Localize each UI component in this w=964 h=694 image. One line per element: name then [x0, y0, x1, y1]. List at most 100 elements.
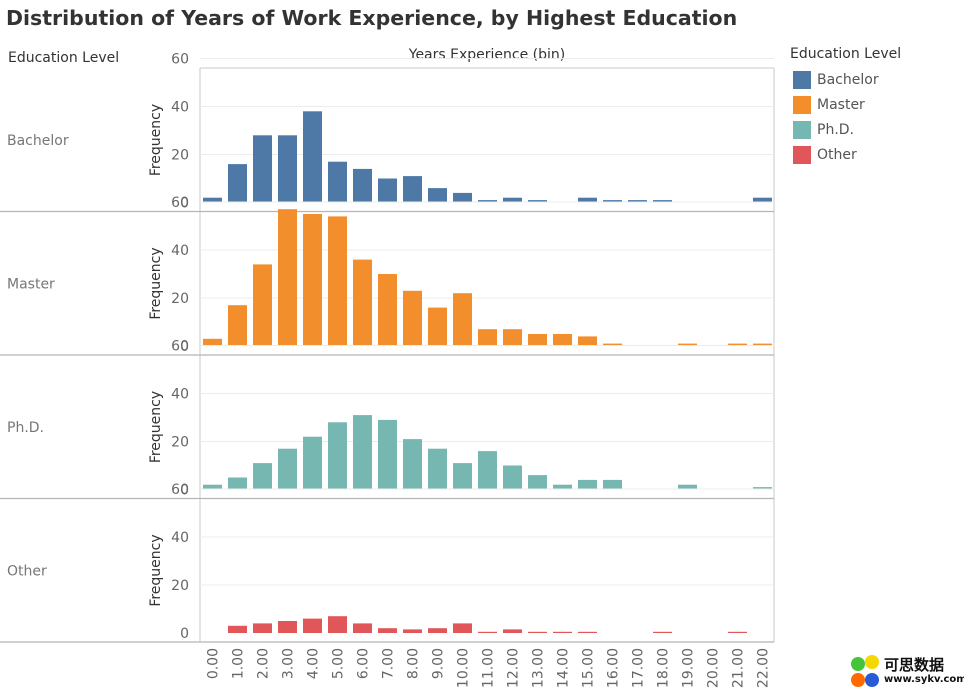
y-tick-label: 20: [171, 148, 189, 164]
bar-bachelor: [303, 111, 322, 203]
legend-item-phd[interactable]: Ph.D.: [790, 117, 901, 142]
bar-master: [528, 334, 547, 346]
bar-master: [578, 336, 597, 346]
legend-label: Ph.D.: [817, 121, 854, 138]
bar-bachelor: [453, 192, 472, 203]
x-tick-label: 16.00: [606, 648, 622, 688]
bar-ph-d: [203, 484, 222, 490]
bar-master: [378, 274, 397, 346]
bar-bachelor: [503, 197, 522, 203]
x-tick-label: 21.00: [731, 648, 747, 688]
bar-other: [328, 616, 347, 633]
bar-other: [428, 628, 447, 633]
bar-ph-d: [553, 484, 572, 490]
bar-master: [278, 209, 297, 346]
x-tick-label: 2.00: [256, 648, 272, 679]
watermark-url: www.sykv.com: [884, 674, 964, 685]
y-tick-label: 0: [180, 339, 189, 355]
legend-title: Education Level: [790, 46, 902, 62]
bar-master: [403, 290, 422, 346]
legend-swatch: [793, 120, 811, 139]
bar-other: [303, 618, 322, 633]
legend-item-other[interactable]: Other: [790, 142, 901, 167]
row-label-ph-d: Ph.D.: [7, 420, 44, 436]
bar-bachelor: [478, 200, 497, 203]
bar-ph-d: [353, 415, 372, 490]
bar-bachelor: [403, 176, 422, 203]
bar-other: [478, 631, 497, 633]
legend-label: Bachelor: [817, 71, 879, 88]
legend-label: Master: [817, 96, 865, 113]
x-tick-label: 11.00: [481, 648, 497, 688]
bar-master: [428, 307, 447, 346]
x-tick-label: 0.00: [206, 648, 222, 679]
row-label-other: Other: [7, 564, 47, 580]
bar-master: [478, 329, 497, 346]
y-tick-label: 20: [171, 578, 189, 594]
bar-bachelor: [353, 168, 372, 203]
bar-ph-d: [528, 475, 547, 490]
bar-master: [203, 338, 222, 346]
bar-other: [403, 629, 422, 633]
y-tick-label: 0: [180, 196, 189, 212]
bar-ph-d: [428, 448, 447, 490]
bar-bachelor: [628, 200, 647, 203]
y-tick-label: 40: [171, 530, 189, 546]
x-tick-label: 10.00: [456, 648, 472, 688]
x-tick-label: 19.00: [681, 648, 697, 688]
bar-master: [228, 305, 247, 346]
bar-master: [603, 343, 622, 346]
bar-bachelor: [378, 178, 397, 203]
legend-item-bachelor[interactable]: Bachelor: [790, 67, 901, 92]
bar-ph-d: [253, 463, 272, 490]
x-tick-label: 15.00: [581, 648, 597, 688]
bar-other: [378, 628, 397, 633]
y-axis-title: Frequency: [148, 247, 164, 319]
bar-other: [528, 631, 547, 633]
bar-master: [328, 216, 347, 346]
bar-ph-d: [678, 484, 697, 490]
chart-title: Distribution of Years of Work Experience…: [6, 6, 738, 30]
legend-label: Other: [817, 146, 857, 163]
x-tick-label: 9.00: [431, 648, 447, 679]
y-axis-title: Frequency: [148, 391, 164, 463]
bar-ph-d: [303, 436, 322, 490]
bar-ph-d: [753, 487, 772, 490]
y-tick-label: 40: [171, 387, 189, 403]
bar-master: [253, 264, 272, 346]
x-tick-label: 14.00: [556, 648, 572, 688]
y-axis-title: Frequency: [148, 104, 164, 176]
bar-bachelor: [228, 164, 247, 203]
x-tick-label: 22.00: [756, 648, 772, 688]
y-tick-label: 60: [171, 52, 189, 68]
bar-bachelor: [203, 197, 222, 203]
y-tick-label: 40: [171, 243, 189, 259]
y-tick-label: 40: [171, 100, 189, 116]
row-label-master: Master: [7, 277, 55, 293]
legend-item-master[interactable]: Master: [790, 92, 901, 117]
bar-other: [553, 631, 572, 633]
bar-bachelor: [253, 135, 272, 203]
bar-ph-d: [478, 451, 497, 490]
y-tick-label: 20: [171, 291, 189, 307]
bar-other: [728, 631, 747, 633]
bar-bachelor: [528, 200, 547, 203]
x-tick-label: 8.00: [406, 648, 422, 679]
bar-other: [578, 631, 597, 633]
bar-ph-d: [278, 448, 297, 490]
bar-ph-d: [453, 463, 472, 490]
bar-ph-d: [578, 479, 597, 490]
bar-bachelor: [753, 197, 772, 203]
legend-swatch: [793, 145, 811, 164]
watermark-logo: 可思数据 www.sykv.com: [848, 652, 964, 692]
watermark-logo-icon: [851, 655, 879, 687]
x-tick-label: 4.00: [306, 648, 322, 679]
row-header: Education Level: [8, 50, 120, 66]
bar-master: [303, 214, 322, 346]
x-tick-label: 18.00: [656, 648, 672, 688]
bar-bachelor: [578, 197, 597, 203]
bar-ph-d: [378, 419, 397, 490]
x-tick-label: 7.00: [381, 648, 397, 679]
bar-master: [453, 293, 472, 346]
bar-other: [453, 623, 472, 633]
